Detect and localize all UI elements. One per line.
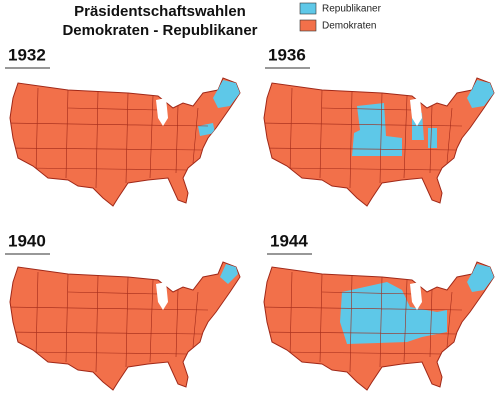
- states: [10, 80, 240, 189]
- states: [10, 264, 238, 373]
- republican-states: [352, 103, 402, 156]
- us-map: [263, 77, 495, 207]
- great-lakes: [156, 98, 168, 126]
- great-lakes: [410, 98, 422, 126]
- republican-states: [428, 128, 437, 148]
- state-borders: [10, 87, 209, 189]
- year-label: 1932: [8, 45, 46, 64]
- great-lakes: [410, 282, 422, 310]
- year-label: 1944: [270, 231, 308, 250]
- us-map: [263, 261, 495, 391]
- year-label: 1936: [268, 45, 306, 64]
- republican-states: [198, 123, 215, 136]
- republican-states: [467, 80, 494, 108]
- title-line: Demokraten - Republikaner: [62, 22, 257, 39]
- republican-states: [213, 80, 240, 108]
- legend-swatch: [299, 2, 317, 15]
- great-lakes: [156, 282, 168, 310]
- title-line: Präsidentschaftswahlen: [74, 3, 246, 20]
- republican-states: [467, 264, 494, 292]
- us-outline: [9, 77, 241, 207]
- republican-states: [220, 264, 238, 284]
- republican-states: [340, 282, 447, 344]
- state-borders: [264, 87, 463, 189]
- year-label: 1940: [8, 231, 46, 250]
- legend-label: Republikaner: [322, 4, 382, 15]
- states: [264, 264, 494, 373]
- legend-label: Demokraten: [322, 21, 376, 32]
- legend-swatch: [299, 19, 317, 32]
- state-borders: [264, 271, 463, 373]
- state-borders: [10, 271, 209, 373]
- us-map: [9, 77, 241, 207]
- us-map: [9, 261, 241, 391]
- us-outline: [9, 261, 241, 391]
